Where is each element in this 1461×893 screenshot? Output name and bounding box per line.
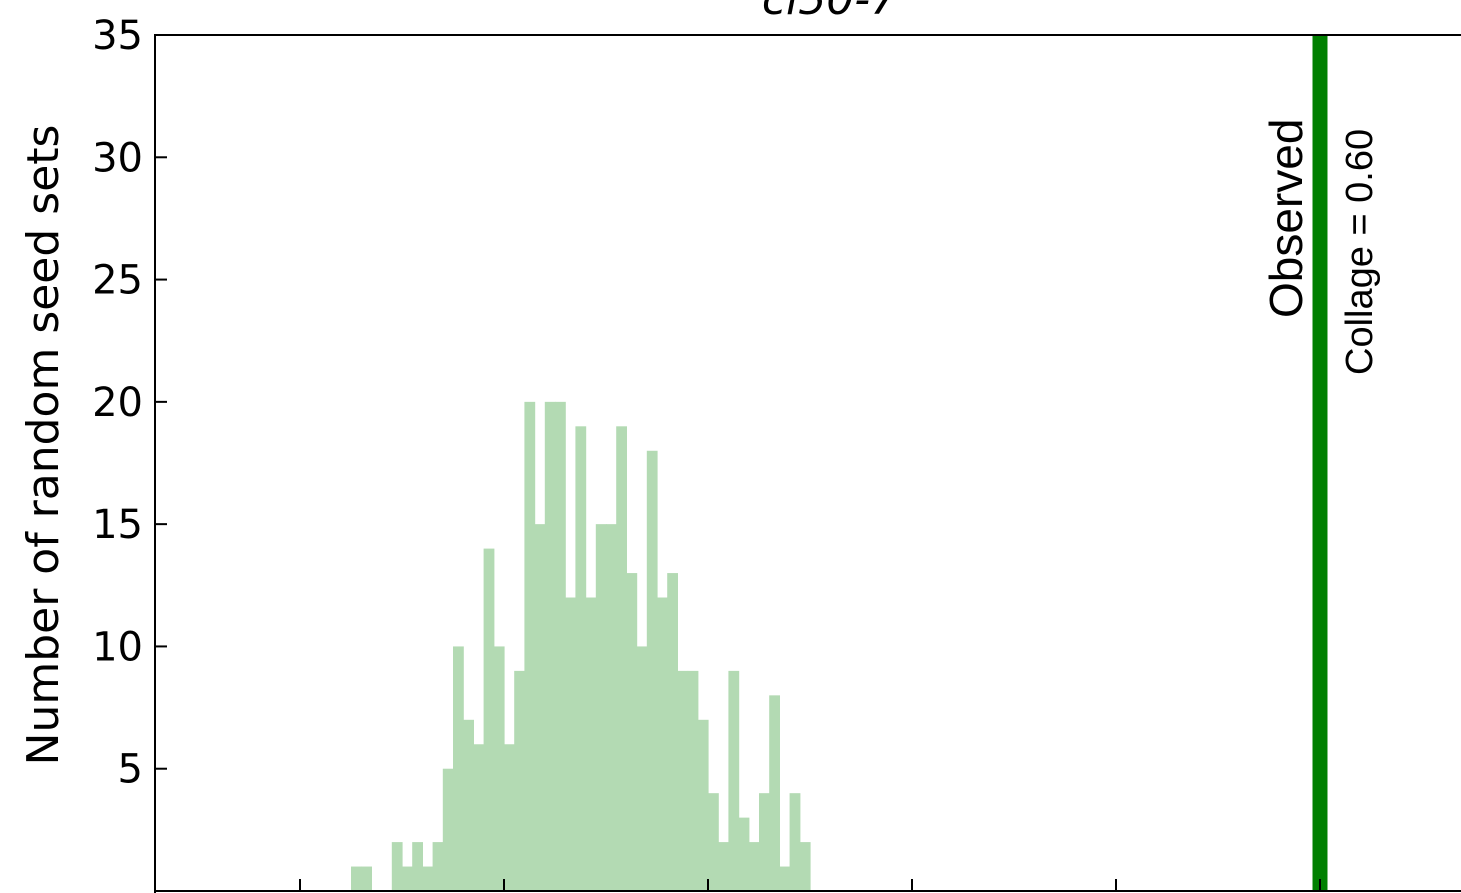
y-tick-label: 25 [92,258,143,304]
histogram-bar [626,573,638,891]
y-tick-label: 35 [92,13,143,59]
histogram-bar [595,524,607,891]
histogram-bar [544,401,556,891]
plot-axes [154,34,1461,893]
histogram-bar [585,597,597,891]
histogram-bar [738,817,750,891]
histogram-bar [636,646,648,891]
histogram-bar [463,719,474,891]
histogram-bar [799,842,811,891]
histogram-bar [677,670,689,891]
histogram-bar [779,866,791,891]
histogram-bar [789,793,801,891]
histogram-bar [667,573,678,891]
y-tick-label: 5 [118,747,143,793]
observed-label: Observed [1260,119,1312,318]
histogram-bar [718,842,729,891]
histogram-bar [534,524,546,891]
histogram-bar [453,646,464,891]
histogram-bar [687,670,699,891]
histogram-bar [391,842,403,891]
histogram-bar [402,866,413,891]
histogram-bar [759,793,770,891]
histogram-bar [697,719,709,891]
histogram-bar [616,426,627,891]
histogram-bar [493,646,505,891]
histogram-bar [504,744,515,891]
histogram-bar [606,524,617,891]
histogram-bar [473,744,485,891]
y-tick-label: 20 [92,380,143,426]
histogram-bar [483,548,495,891]
histogram-bar [646,450,658,891]
y-axis-ticks: 5 10 15 20 25 30 35 [92,13,167,793]
histogram-bars [351,401,811,891]
y-tick-label: 10 [92,624,143,670]
histogram-bar [432,842,444,891]
histogram-bar [555,401,566,891]
y-axis-label: Number of random seed sets [18,125,69,766]
histogram-bar [708,793,719,891]
observed-value-label: Collage = 0.60 [1339,129,1381,375]
histogram-bar [769,695,780,891]
y-tick-label: 15 [92,502,143,548]
histogram-bar [422,866,434,891]
observed-marker: Observed Collage = 0.60 [1260,35,1381,891]
histogram-bar [728,670,740,891]
histogram-bar [361,866,372,891]
histogram-bar [442,768,454,891]
y-tick-label: 30 [92,135,143,181]
histogram-bar [657,597,668,891]
histogram-bar [514,670,525,891]
histogram-bar [575,426,587,891]
chart-title: cl50-7 [762,0,898,25]
histogram-bar [565,597,576,891]
histogram-bar [412,842,423,891]
histogram-bar [524,401,536,891]
histogram-bar [748,842,760,891]
x-axis-ticks [299,879,1321,891]
histogram-bar [351,866,362,891]
